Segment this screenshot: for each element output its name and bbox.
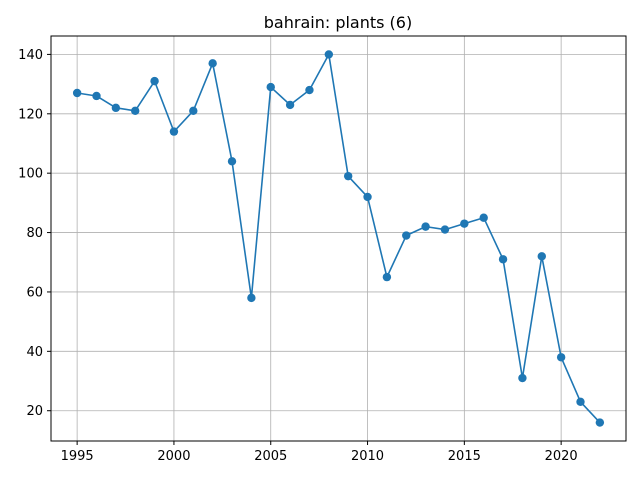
y-tick-label: 20 [26, 404, 43, 419]
x-tick-label: 2020 [545, 449, 578, 464]
data-point [576, 397, 585, 407]
data-point [305, 85, 314, 95]
axis-ticks: 1995 2000 2005 2010 2015 20202040608010012014… [18, 48, 578, 464]
data-series [72, 50, 605, 427]
y-tick-label: 120 [18, 107, 43, 122]
data-point [460, 219, 469, 228]
chart-title: bahrain: plants (6) [264, 13, 412, 32]
x-tick-label: 2000 [157, 449, 190, 464]
x-tick-label: 2010 [351, 449, 384, 464]
y-tick-label: 40 [26, 345, 43, 360]
data-point [537, 252, 546, 261]
data-point [324, 50, 334, 59]
data-point [382, 272, 392, 282]
x-tick-label: 2015 [448, 449, 481, 464]
data-point [72, 88, 82, 98]
data-point [363, 192, 372, 202]
data-point [498, 255, 508, 264]
data-point [285, 100, 295, 110]
data-point [518, 373, 527, 383]
data-point [266, 82, 275, 92]
data-point [343, 171, 353, 181]
data-point [595, 418, 605, 427]
y-tick-label: 60 [26, 285, 43, 300]
data-point [189, 106, 198, 116]
data-point [150, 76, 159, 86]
data-point [169, 127, 179, 136]
data-point [402, 231, 411, 240]
x-tick-label: 1995 [61, 449, 94, 464]
grid-lines [51, 36, 626, 441]
data-point [556, 353, 566, 362]
series-line [77, 53, 601, 424]
data-point [92, 91, 101, 101]
data-point [227, 157, 237, 166]
data-point [131, 106, 140, 116]
data-point [208, 59, 217, 68]
y-tick-label: 100 [18, 167, 43, 182]
y-tick-label: 140 [18, 48, 43, 63]
x-tick-label: 2005 [254, 449, 287, 464]
data-point [111, 103, 121, 113]
data-point [247, 293, 256, 303]
data-point [421, 222, 430, 231]
plot-area-frame [50, 35, 627, 442]
data-point [440, 225, 450, 234]
data-point [479, 213, 488, 222]
y-tick-label: 80 [26, 226, 43, 241]
